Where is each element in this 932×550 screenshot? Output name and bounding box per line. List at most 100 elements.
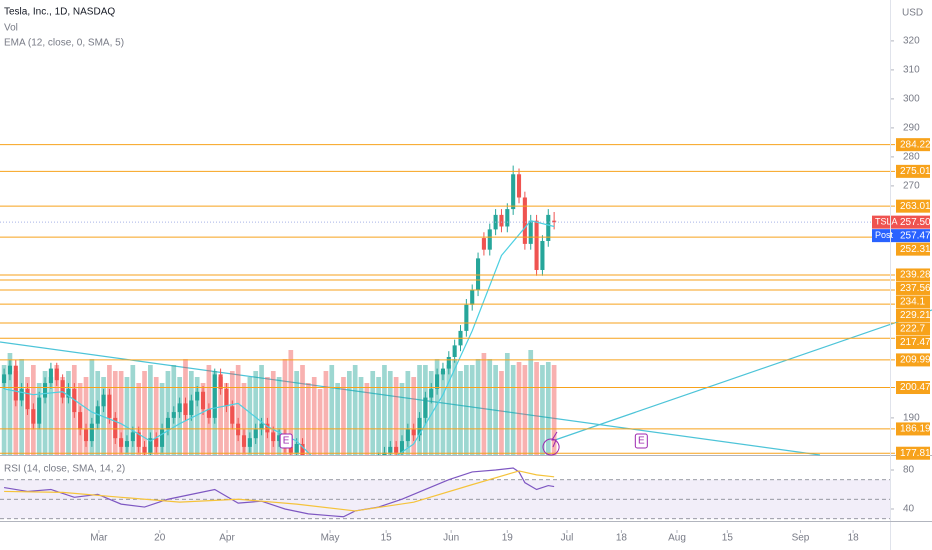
volume-bar xyxy=(545,362,551,455)
event-label: E xyxy=(638,436,645,447)
volume-bar xyxy=(276,377,282,455)
y-tick-label: 320 xyxy=(903,36,920,47)
candle-body xyxy=(288,446,293,453)
volume-bar xyxy=(382,365,387,455)
candle-body xyxy=(446,356,451,369)
candle-body xyxy=(177,403,182,413)
volume-bar xyxy=(200,383,206,455)
x-tick-label: 18 xyxy=(848,533,860,544)
volume-bar xyxy=(241,383,247,455)
volume-bar xyxy=(136,383,142,455)
volume-bar xyxy=(306,383,311,455)
candle-body xyxy=(7,365,12,375)
volume-bar xyxy=(551,365,557,455)
price-label: 222.7 xyxy=(900,324,925,335)
candle-body xyxy=(2,374,7,384)
x-tick-label: Apr xyxy=(219,533,235,544)
volume-bar xyxy=(504,353,510,455)
volume-bar xyxy=(224,383,229,455)
volume-bar xyxy=(528,350,534,455)
candle-body xyxy=(136,432,141,447)
candle-body xyxy=(195,391,200,401)
volume-bar xyxy=(481,353,487,455)
volume-bar xyxy=(522,365,528,455)
chart-title: Tesla, Inc., 1D, NASDAQ xyxy=(4,7,115,18)
volume-bar xyxy=(89,359,95,455)
volume-bar xyxy=(534,362,539,455)
candle-body xyxy=(516,174,522,198)
volume-bar xyxy=(124,377,130,455)
volume-bar xyxy=(194,377,200,455)
candle-body xyxy=(230,406,235,424)
volume-bar xyxy=(458,371,463,455)
price-label: 217.47 xyxy=(900,337,931,348)
price-label-box xyxy=(896,295,930,309)
y-tick-label: 310 xyxy=(903,65,920,76)
volume-bar xyxy=(399,383,405,455)
candle-body xyxy=(89,423,94,442)
price-label: 177.81 xyxy=(900,448,931,459)
price-name: Post xyxy=(875,230,894,240)
candle-body xyxy=(241,435,247,447)
volume-bar xyxy=(153,377,159,455)
price-label-box xyxy=(896,199,930,213)
candle-body xyxy=(60,380,65,398)
candle-body xyxy=(259,423,264,430)
volume-bar xyxy=(499,371,504,455)
candle-body xyxy=(405,429,410,442)
volume-bar xyxy=(341,377,346,455)
candle-body xyxy=(271,432,276,442)
volume-bar xyxy=(428,371,434,455)
price-label: 237.56 xyxy=(900,283,931,294)
price-label: 252.31 xyxy=(900,244,931,255)
volume-bar xyxy=(142,371,147,455)
volume-bar xyxy=(364,383,370,455)
candle-body xyxy=(247,438,252,447)
candle-body xyxy=(388,446,393,453)
volume-bar xyxy=(376,377,381,455)
candle-body xyxy=(224,388,229,407)
volume-bar xyxy=(411,377,417,455)
candle-body xyxy=(43,383,48,398)
candle-body xyxy=(481,238,486,250)
candle-body xyxy=(101,394,106,407)
y-tick-label: 280 xyxy=(903,152,920,163)
volume-bar xyxy=(235,365,241,455)
price-label-box xyxy=(896,322,930,336)
x-tick-label: Mar xyxy=(90,533,108,544)
volume-bar xyxy=(48,377,54,455)
price-label: 263.01 xyxy=(900,201,931,212)
price-label-box xyxy=(896,164,930,178)
candle-body xyxy=(31,409,36,424)
candle-body xyxy=(382,452,387,455)
price-label-box xyxy=(896,381,930,395)
candle-body xyxy=(534,220,539,270)
volume-bar xyxy=(540,365,545,455)
price-label-box xyxy=(896,138,930,152)
volume-bar xyxy=(42,371,48,455)
rsi-legend: RSI (14, close, SMA, 14, 2) xyxy=(4,464,125,475)
volume-bar xyxy=(434,359,440,455)
volume-bar xyxy=(464,365,469,455)
volume-bar xyxy=(329,365,335,455)
volume-bar xyxy=(417,365,422,455)
x-tick-label: Jul xyxy=(561,533,574,544)
volume-legend: Vol xyxy=(4,23,18,34)
candle-body xyxy=(171,412,176,418)
event-box xyxy=(279,433,293,449)
candle-body xyxy=(183,403,188,415)
candle-body xyxy=(294,443,299,453)
price-label: 234.1 xyxy=(900,297,925,308)
candle-body xyxy=(435,374,440,389)
volume-bar xyxy=(294,371,300,455)
candle-body xyxy=(423,397,428,418)
volume-bar xyxy=(516,362,522,455)
volume-bar xyxy=(387,371,393,455)
volume-bar xyxy=(259,365,264,455)
candle-body xyxy=(522,197,527,244)
volume-bar xyxy=(1,365,7,455)
candle-body xyxy=(505,209,510,227)
rsi-tick-label: 40 xyxy=(903,504,915,515)
volume-bar xyxy=(247,377,253,455)
volume-bar xyxy=(370,371,376,455)
